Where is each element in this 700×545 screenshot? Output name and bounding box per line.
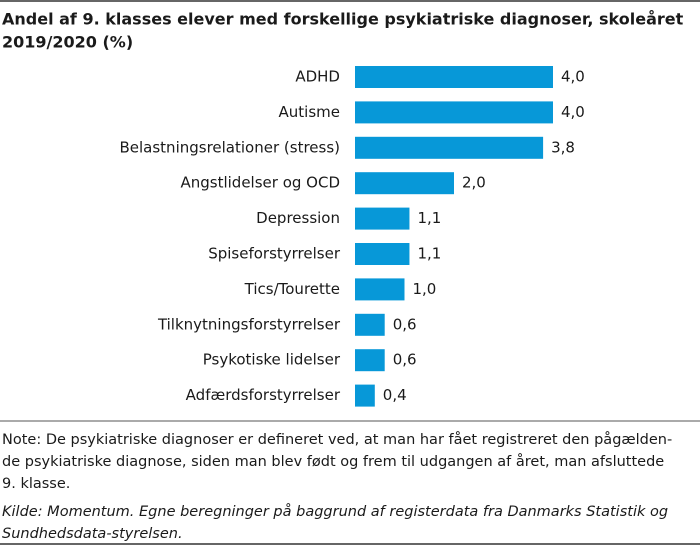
category-label: Angstlidelser og OCD: [180, 174, 340, 192]
bar: [355, 349, 385, 372]
value-label: 4,0: [561, 103, 585, 121]
category-label: Tics/Tourette: [244, 280, 340, 298]
bar: [355, 66, 553, 88]
bar: [355, 384, 375, 407]
value-label: 1,1: [417, 209, 441, 227]
value-label: 0,4: [383, 386, 407, 404]
value-label: 0,6: [393, 351, 417, 369]
category-label: Adfærdsforstyrrelser: [186, 386, 341, 404]
source: Sundhedsdata-styrelsen.: [2, 526, 183, 542]
value-label: 4,0: [561, 68, 585, 86]
value-label: 0,6: [393, 315, 417, 333]
category-label: Belastningsrelationer (stress): [119, 138, 340, 156]
source: Kilde: Momentum. Egne beregninger på bag…: [2, 503, 668, 520]
bar: [355, 172, 454, 195]
bar: [355, 101, 553, 124]
category-label: Spiseforstyrrelser: [208, 245, 341, 263]
bar: [355, 278, 405, 301]
note: 9. klasse.: [2, 476, 70, 492]
category-label: ADHD: [295, 68, 340, 86]
value-label: 1,0: [413, 280, 437, 298]
value-label: 1,1: [417, 245, 441, 263]
bar: [355, 243, 410, 265]
note: de psykiatriske diagnose, siden man blev…: [2, 453, 664, 470]
chart-title: Andel af 9. klasses elever med forskelli…: [2, 10, 684, 29]
bar: [355, 207, 410, 230]
category-label: Depression: [256, 209, 340, 227]
category-label: Tilknytningsforstyrrelser: [157, 315, 341, 333]
category-label: Autisme: [279, 103, 340, 121]
note: Note: De psykiatriske diagnoser er defin…: [2, 431, 672, 448]
value-label: 2,0: [462, 174, 486, 192]
value-label: 3,8: [551, 138, 575, 156]
category-label: Psykotiske lidelser: [203, 351, 341, 369]
bar: [355, 136, 544, 159]
bar: [355, 313, 385, 336]
chart-title: 2019/2020 (%): [2, 33, 133, 52]
